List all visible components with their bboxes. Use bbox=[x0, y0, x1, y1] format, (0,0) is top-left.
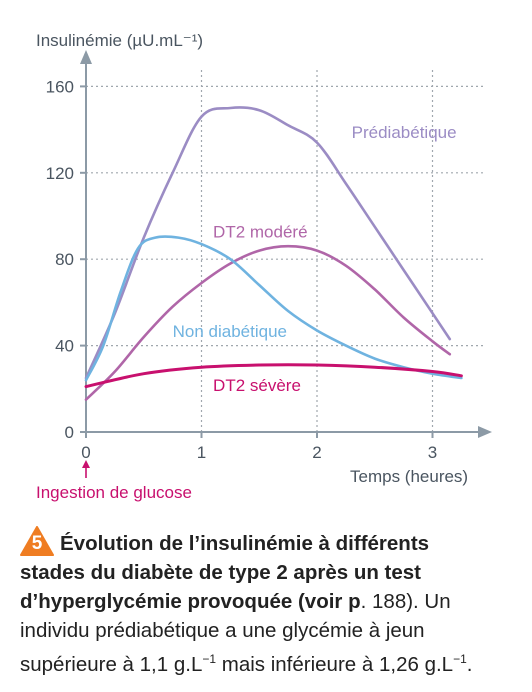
series-label-dt2-modere: DT2 modéré bbox=[213, 223, 307, 242]
caption-line-3: d’hyperglycémie provoquée (voir p. 188).… bbox=[20, 587, 520, 616]
figure-caption: 5 Évolution de l’insulinémie à différent… bbox=[20, 526, 520, 679]
y-tick-label: 160 bbox=[46, 77, 74, 96]
series-line-non-diabetique bbox=[84, 235, 463, 382]
caption-line-2: stades du diabète de type 2 après un tes… bbox=[20, 558, 520, 587]
series-line-dt2-severe bbox=[84, 363, 463, 389]
figure-number-badge: 5 bbox=[20, 526, 54, 556]
caption-text-5b: mais inférieure à 1,26 g.L bbox=[216, 652, 454, 676]
caption-text-5a: supérieure à 1,1 g.L bbox=[20, 652, 203, 676]
x-tick-label: 0 bbox=[81, 443, 90, 462]
series-line-dt2-modere bbox=[84, 244, 452, 401]
x-axis-title: Temps (heures) bbox=[350, 467, 468, 486]
caption-line-1: 5 Évolution de l’insulinémie à différent… bbox=[20, 526, 520, 558]
chart: 0 40 80 120 160 0 1 2 3 Prédiabétique DT2 modéré N… bbox=[36, 31, 492, 502]
caption-text-line-4: individu prédiabétique a une glycémie à … bbox=[20, 619, 425, 642]
figure-number: 5 bbox=[31, 533, 43, 554]
x-tick-label: 2 bbox=[312, 443, 321, 462]
tick-labels: 0 40 80 120 160 0 1 2 3 bbox=[46, 77, 438, 462]
caption-title-line-2: stades du diabète de type 2 après un tes… bbox=[20, 561, 422, 584]
y-tick-label: 120 bbox=[46, 164, 74, 183]
caption-title-line-1: Évolution de l’insulinémie à différents bbox=[60, 532, 430, 555]
caption-sup-2: −1 bbox=[453, 652, 467, 666]
caption-line-5: supérieure à 1,1 g.L−1 mais inférieure à… bbox=[20, 645, 520, 679]
x-axis-arrow bbox=[478, 426, 492, 438]
triangle-badge-icon bbox=[20, 526, 54, 556]
y-tick-label: 80 bbox=[55, 250, 74, 269]
y-axis-arrow bbox=[80, 50, 92, 64]
caption-line-4: individu prédiabétique a une glycémie à … bbox=[20, 616, 520, 645]
y-tick-label: 40 bbox=[55, 337, 74, 356]
y-axis-title: Insulinémie (µU.mL⁻¹) bbox=[36, 31, 203, 50]
x-tick-label: 3 bbox=[428, 443, 437, 462]
series-label-prediabetique: Prédiabétique bbox=[352, 123, 457, 142]
series-line-prediabetique bbox=[84, 106, 452, 380]
y-tick-label: 0 bbox=[65, 423, 74, 442]
caption-sup-1: −1 bbox=[202, 652, 217, 666]
series-label-dt2-severe: DT2 sévère bbox=[213, 376, 301, 395]
caption-text-5c: . bbox=[466, 652, 473, 676]
glucose-arrow bbox=[82, 460, 90, 478]
series-labels: Prédiabétique DT2 modéré Non diabétique DT2… bbox=[173, 123, 457, 395]
axes bbox=[80, 50, 492, 438]
series-lines bbox=[84, 106, 463, 401]
caption-title-line-3: d’hyperglycémie provoquée (voir p bbox=[20, 590, 361, 613]
series-label-non-diabetique: Non diabétique bbox=[173, 322, 287, 341]
x-tick-label: 1 bbox=[197, 443, 206, 462]
glucose-annotation: Ingestion de glucose bbox=[36, 483, 192, 502]
caption-page-ref: . 188). Un bbox=[360, 590, 451, 613]
